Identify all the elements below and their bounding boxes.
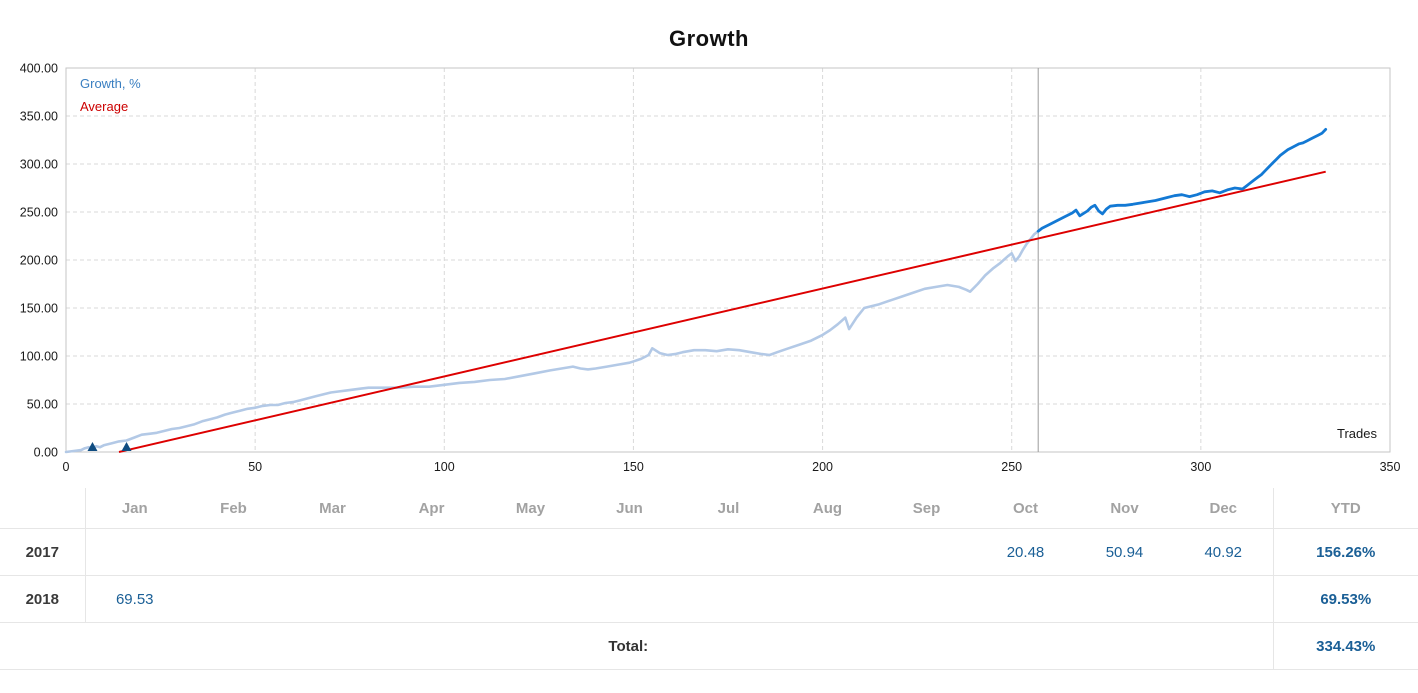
month-header-apr: Apr [382,488,481,529]
x-tick-label: 0 [63,460,70,474]
ytd-cell: 69.53% [1272,575,1418,623]
value-cell-dec: 40.92 [1174,528,1273,576]
monthly-growth-table: Jan Feb Mar Apr May Jun Jul Aug Sep Oct Nov Dec YTD 2… [0,488,1418,670]
x-tick-label: 100 [434,460,455,474]
year-cell: 2017 [0,528,86,576]
x-axis-label: Trades [1337,426,1377,441]
y-tick-label: 200.00 [20,254,58,268]
month-header-ytd: YTD [1272,488,1418,529]
growth-line-recent [1036,127,1328,233]
value-cell-may [481,575,580,623]
total-row: Total: 334.43% [0,622,1418,670]
value-cell-mar [283,528,382,576]
month-header-dec: Dec [1174,488,1273,529]
month-header-jun: Jun [580,488,679,529]
legend-average-label: Average [80,99,128,114]
value-cell-may [481,528,580,576]
value-cell-aug [778,528,877,576]
month-header-may: May [481,488,580,529]
value-cell-sep [877,528,976,576]
average-line [118,170,1326,453]
growth-chart: 0.00 50.00 100.00 150.00 200.00 250.00 300.00 3… [20,62,1401,475]
y-tick-label: 0.00 [34,446,58,460]
y-tick-label: 250.00 [20,206,58,220]
total-value-cell: 334.43% [1272,622,1418,670]
month-header-oct: Oct [976,488,1075,529]
month-header-jan: Jan [85,488,184,529]
y-tick-label: 100.00 [20,350,58,364]
value-cell-nov: 50.94 [1075,528,1174,576]
month-header-sep: Sep [877,488,976,529]
value-cell-jan [85,528,184,576]
month-header-jul: Jul [679,488,778,529]
x-tick-label: 300 [1190,460,1211,474]
chart-title: Growth [669,26,749,51]
total-label-cell: Total: [0,622,1273,670]
value-cell-dec [1174,575,1273,623]
table-row-2018: 2018 69.53 69.53% [0,575,1418,623]
legend-growth-label: Growth, % [80,76,141,91]
value-cell-sep [877,575,976,623]
x-tick-label: 350 [1380,460,1401,474]
plot-border [65,67,1391,453]
year-cell: 2018 [0,575,86,623]
value-cell-mar [283,575,382,623]
y-tick-label: 350.00 [20,110,58,124]
ytd-cell: 156.26% [1272,528,1418,576]
table-row-2017: 2017 20.48 50.94 40.92 156.26% [0,528,1418,576]
x-tick-label: 200 [812,460,833,474]
value-cell-jun [580,575,679,623]
value-cell-aug [778,575,877,623]
value-cell-apr [382,528,481,576]
value-cell-feb [184,528,283,576]
value-cell-oct: 20.48 [976,528,1075,576]
value-cell-nov [1075,575,1174,623]
y-tick-label: 50.00 [27,398,58,412]
value-cell-jun [580,528,679,576]
y-tick-label: 300.00 [20,158,58,172]
value-cell-apr [382,575,481,623]
value-cell-feb [184,575,283,623]
growth-line-past [64,229,1040,454]
x-tick-label: 50 [248,460,262,474]
deposit-marker-icon [121,442,132,451]
month-header-mar: Mar [283,488,382,529]
x-tick-label: 250 [1001,460,1022,474]
month-header-aug: Aug [778,488,877,529]
value-cell-jul [679,575,778,623]
value-cell-jan: 69.53 [85,575,184,623]
table-corner-cell [0,488,86,529]
month-header-nov: Nov [1075,488,1174,529]
month-header-feb: Feb [184,488,283,529]
value-cell-jul [679,528,778,576]
deposit-marker-icon [87,442,98,451]
y-tick-label: 400.00 [20,62,58,76]
x-tick-label: 150 [623,460,644,474]
value-cell-oct [976,575,1075,623]
y-tick-label: 150.00 [20,302,58,316]
